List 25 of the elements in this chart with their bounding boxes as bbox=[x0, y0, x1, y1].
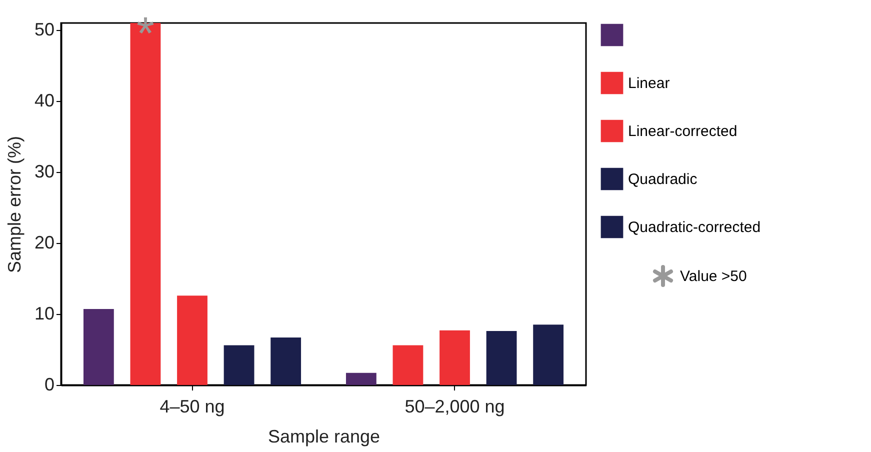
text: Value >50 bbox=[680, 268, 747, 284]
bar bbox=[533, 324, 564, 385]
x-tick-label: 50–2,000 ng bbox=[404, 396, 505, 416]
x-tick-label: 4–50 ng bbox=[160, 396, 225, 416]
y-axis-title: Sample error (%) bbox=[4, 136, 24, 274]
y-tick-label: 20 bbox=[34, 232, 54, 253]
bar bbox=[440, 330, 470, 385]
bar bbox=[486, 331, 517, 385]
y-tick-label: 50 bbox=[34, 20, 54, 40]
bar bbox=[177, 296, 208, 385]
legend-label: Quadradic bbox=[628, 171, 698, 188]
legend-label: Quadratic-corrected bbox=[628, 219, 761, 236]
y-tick-label: 10 bbox=[34, 304, 54, 324]
x-axis-title: Sample range bbox=[268, 426, 380, 446]
annotation: * bbox=[136, 7, 155, 59]
bar bbox=[224, 345, 254, 385]
bar bbox=[270, 337, 302, 385]
bar bbox=[392, 345, 424, 385]
y-tick-label: 30 bbox=[34, 162, 54, 182]
legend-label: Linear bbox=[628, 75, 670, 92]
bar bbox=[83, 309, 114, 385]
y-tick-label: 40 bbox=[34, 90, 54, 111]
legend-label: Linear-corrected bbox=[628, 123, 738, 140]
bar bbox=[346, 372, 376, 385]
y-tick-label: 0 bbox=[44, 374, 54, 394]
